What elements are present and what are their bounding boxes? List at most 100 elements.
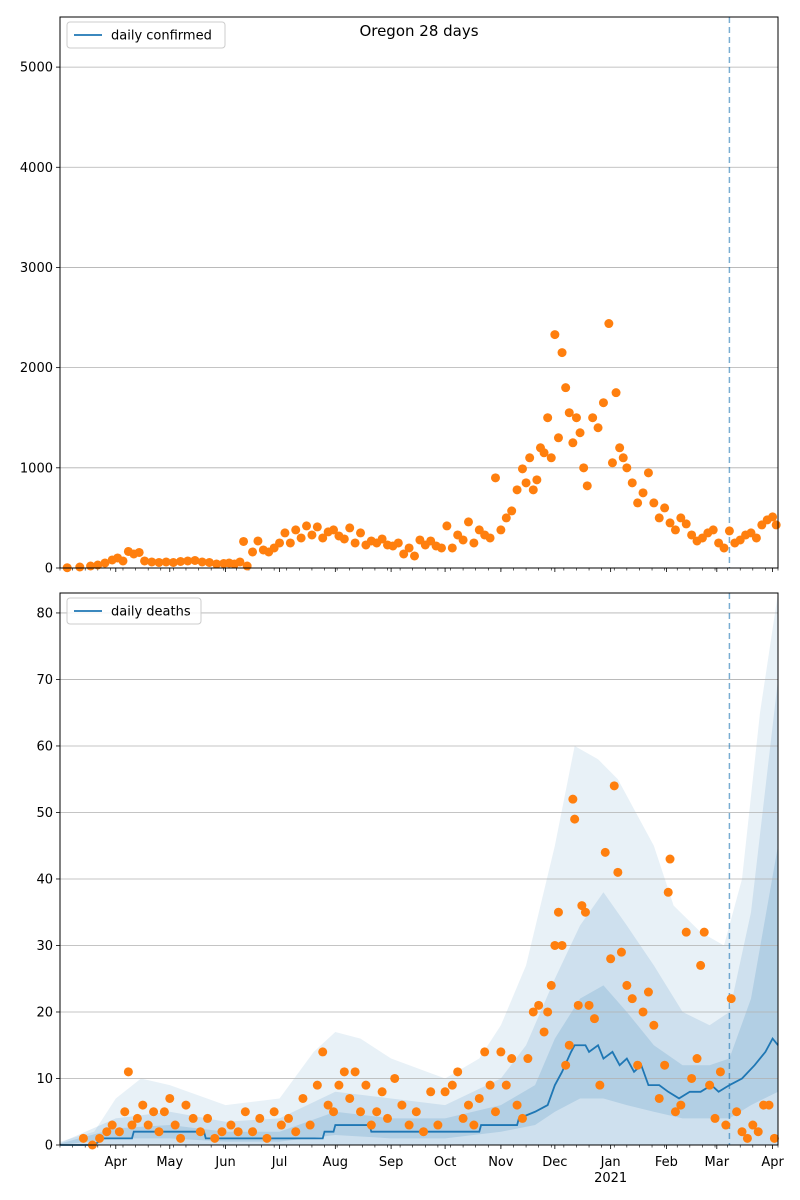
data-point	[654, 1093, 664, 1103]
x-tick-label: Mar	[705, 1155, 730, 1170]
data-point	[618, 453, 628, 463]
legend-box	[66, 21, 226, 49]
data-point	[737, 1127, 747, 1137]
data-point	[643, 468, 653, 478]
series-line-0	[60, 1036, 779, 1146]
x-tick-label: Feb	[655, 1155, 678, 1170]
data-point	[165, 1093, 175, 1103]
data-point	[284, 1113, 294, 1123]
data-point	[553, 907, 563, 917]
data-point	[453, 1067, 463, 1077]
data-point	[615, 443, 625, 453]
data-point	[154, 557, 164, 567]
data-point	[323, 1100, 333, 1110]
data-point	[606, 954, 616, 964]
data-point	[649, 1020, 659, 1030]
data-point	[633, 1060, 643, 1070]
data-point	[447, 1080, 457, 1090]
data-point	[302, 521, 312, 531]
data-point	[768, 512, 778, 522]
data-point	[568, 438, 578, 448]
data-point	[361, 1080, 371, 1090]
data-point	[665, 518, 675, 528]
data-point	[724, 526, 734, 536]
y-tick-label: 5000	[20, 61, 53, 76]
data-point	[411, 1107, 421, 1117]
data-point	[393, 538, 403, 548]
data-point	[512, 1100, 522, 1110]
data-point	[485, 533, 495, 543]
data-point	[751, 533, 761, 543]
data-point	[140, 556, 150, 566]
data-point	[458, 1113, 468, 1123]
data-point	[665, 854, 675, 864]
data-point	[469, 538, 479, 548]
data-point	[705, 1080, 715, 1090]
data-point	[579, 463, 589, 473]
data-point	[235, 557, 245, 567]
x-tick-label: Jul	[271, 1155, 288, 1170]
data-point	[715, 1067, 725, 1077]
data-point	[248, 547, 258, 557]
data-point	[217, 1127, 227, 1137]
data-point	[517, 464, 527, 474]
uncertainty-band-outer	[60, 593, 778, 1145]
data-point	[496, 525, 506, 535]
y-tick-label: 0	[45, 562, 53, 577]
y-tick-label: 50	[36, 806, 53, 821]
data-point	[593, 423, 603, 433]
data-point	[501, 1080, 511, 1090]
data-point	[188, 1113, 198, 1123]
data-point	[255, 1113, 265, 1123]
data-point	[339, 534, 349, 544]
data-point	[670, 1107, 680, 1117]
axes-frame	[59, 16, 779, 569]
data-point	[377, 534, 387, 544]
data-point	[622, 980, 632, 990]
data-point	[426, 1087, 436, 1097]
x-tick-label: Sep	[379, 1155, 404, 1170]
axes-frame	[59, 592, 779, 1146]
data-point	[399, 549, 409, 559]
data-point	[239, 536, 249, 546]
data-point	[138, 1100, 148, 1110]
x-tick-label: Apr	[105, 1155, 128, 1170]
data-point	[598, 398, 608, 408]
data-point	[127, 1120, 137, 1130]
data-point	[553, 433, 563, 443]
data-point	[212, 559, 222, 569]
data-point	[676, 1100, 686, 1110]
data-point	[577, 901, 587, 911]
y-tick-label: 30	[36, 939, 53, 954]
data-point	[561, 383, 571, 393]
data-point	[604, 319, 614, 329]
data-point	[643, 987, 653, 997]
data-point	[480, 1047, 490, 1057]
data-point	[350, 538, 360, 548]
data-point	[557, 348, 567, 358]
data-point	[550, 940, 560, 950]
data-point	[742, 1133, 752, 1143]
y-tick-label: 40	[36, 872, 53, 887]
data-point	[318, 533, 328, 543]
data-point	[670, 525, 680, 535]
data-point	[539, 1027, 549, 1037]
data-point	[404, 1120, 414, 1130]
data-point	[159, 1107, 169, 1117]
data-point	[242, 561, 252, 571]
data-point	[183, 556, 193, 566]
data-point	[611, 388, 621, 398]
data-point	[463, 517, 473, 527]
data-point	[114, 1127, 124, 1137]
data-point	[573, 1000, 583, 1010]
data-point	[397, 1100, 407, 1110]
data-point	[681, 927, 691, 937]
data-point	[248, 1127, 258, 1137]
data-point	[557, 940, 567, 950]
data-point	[595, 1080, 605, 1090]
deaths-panel: 0 10 20 30 40 50 60 70 80 Apr May Jun Jul Aug Sep Oct No…	[36, 592, 784, 1186]
data-point	[687, 530, 697, 540]
y-tick-label: 3000	[20, 261, 53, 276]
data-point	[463, 1100, 473, 1110]
data-point	[107, 1120, 117, 1130]
